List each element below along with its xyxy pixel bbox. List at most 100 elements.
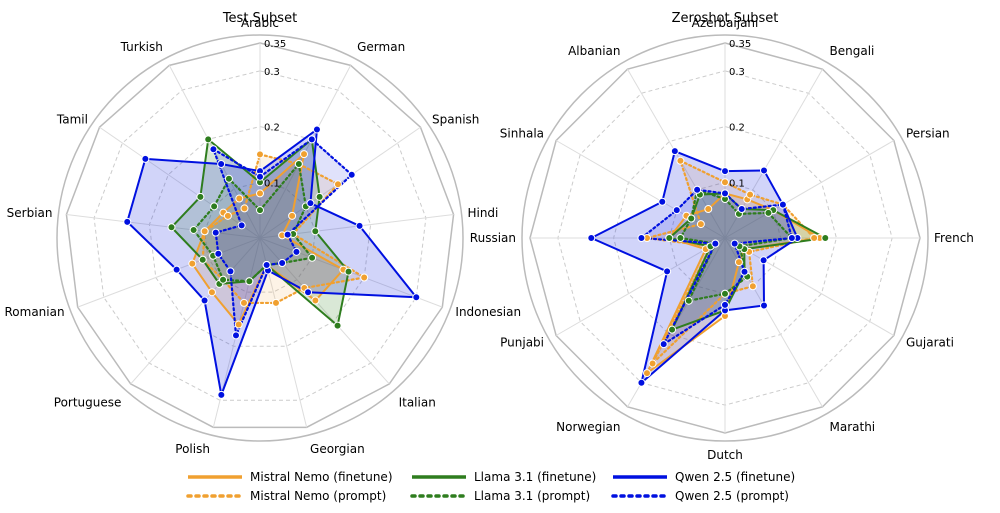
data-point-qwen-2-5-prompt-hindi [283, 230, 292, 239]
data-point-llama-3-1-finetune-serbian [167, 223, 176, 232]
category-label-polish: Polish [175, 442, 210, 456]
data-point-mistral-nemo-finetune-marathi [734, 258, 743, 267]
r-tick-label: 0.35 [264, 39, 286, 50]
data-point-mistral-nemo-finetune-german [300, 150, 309, 159]
data-point-qwen-2-5-prompt-norwegian [659, 340, 668, 349]
data-point-qwen-2-5-finetune-serbian [123, 217, 132, 226]
data-point-qwen-2-5-prompt-polish [232, 331, 241, 340]
data-point-qwen-2-5-prompt-tamil [237, 221, 246, 230]
series-fill-llama-3-1-finetune [171, 139, 349, 326]
data-point-qwen-2-5-finetune-hindi [355, 221, 364, 230]
data-point-qwen-2-5-finetune-albanian [670, 147, 679, 156]
data-point-qwen-2-5-prompt-punjabi [711, 239, 720, 248]
category-label-dutch: Dutch [707, 448, 743, 462]
legend-label-mistral-nemo-prompt: Mistral Nemo (prompt) [250, 489, 386, 503]
chart-title: Test Subset [222, 11, 297, 26]
data-point-mistral-nemo-finetune-turkish [235, 194, 244, 203]
data-point-llama-3-1-prompt-indonesian [308, 253, 317, 262]
data-point-mistral-nemo-finetune-romanian [188, 259, 197, 268]
category-label-norwegian: Norwegian [556, 420, 620, 434]
data-point-llama-3-1-finetune-indonesian [344, 267, 353, 276]
data-point-qwen-2-5-prompt-russian [637, 234, 646, 242]
data-point-qwen-2-5-prompt-bengali [737, 205, 746, 214]
data-point-mistral-nemo-prompt-indonesian [360, 273, 369, 282]
category-label-spanish: Spanish [432, 112, 479, 126]
series-fill-llama-3-1-finetune [669, 193, 826, 330]
data-point-qwen-2-5-prompt-albanian [693, 185, 702, 194]
data-point-llama-3-1-prompt-norwegian [684, 296, 693, 305]
data-point-qwen-2-5-finetune-turkish [217, 160, 226, 169]
category-label-georgian: Georgian [310, 442, 365, 456]
data-point-llama-3-1-finetune-spanish [315, 192, 324, 201]
category-label-gujarati: Gujarati [906, 336, 954, 350]
data-point-mistral-nemo-prompt-bengali [746, 190, 755, 199]
spoke [99, 126, 261, 239]
data-point-mistral-nemo-prompt-sinhala [696, 220, 705, 229]
data-point-qwen-2-5-prompt-italian [278, 259, 287, 268]
data-point-llama-3-1-finetune-hindi [311, 227, 320, 236]
data-point-mistral-nemo-prompt-arabic [256, 150, 264, 159]
data-point-qwen-2-5-prompt-french [787, 234, 796, 242]
data-point-llama-3-1-prompt-portuguese [219, 275, 228, 284]
data-point-qwen-2-5-prompt-indonesian [292, 247, 301, 256]
data-point-qwen-2-5-prompt-german [307, 135, 316, 144]
series-line-llama-3-1-prompt [192, 162, 314, 283]
category-label-french: French [934, 231, 974, 245]
data-point-mistral-nemo-prompt-georgian [271, 298, 280, 307]
data-point-mistral-nemo-finetune-italian [311, 296, 320, 305]
data-point-llama-3-1-finetune-romanian [198, 255, 207, 264]
spoke [66, 213, 261, 239]
data-point-mistral-nemo-prompt-turkish [240, 204, 249, 213]
legend: Mistral Nemo (finetune) Mistral Nemo (pro… [186, 470, 795, 503]
data-point-qwen-2-5-prompt-azerbaijani [721, 189, 729, 198]
data-point-llama-3-1-prompt-persian [764, 208, 773, 217]
data-point-qwen-2-5-finetune-polish [217, 390, 226, 399]
radar-chart-test-subset: Test Subset 0.1 0.2 0.3 0.35 Arabic German Span… [4, 11, 521, 456]
data-point-llama-3-1-prompt-turkish [224, 174, 233, 183]
data-point-mistral-nemo-finetune-portuguese [207, 288, 216, 297]
data-point-qwen-2-5-prompt-gujarati [730, 239, 739, 248]
category-label-albanian: Albanian [568, 44, 620, 58]
series-line-qwen-2-5-finetune [126, 128, 418, 396]
legend-label-qwen-2-5-finetune: Qwen 2.5 (finetune) [675, 470, 795, 484]
category-label-azerbaijani: Azerbaijani [692, 16, 759, 30]
r-tick-label: 0.2 [729, 123, 745, 134]
data-point-qwen-2-5-prompt-serbian [211, 228, 220, 237]
data-point-mistral-nemo-prompt-polish [240, 298, 249, 307]
grid-ring [93, 70, 427, 401]
category-label-persian: Persian [906, 127, 950, 141]
category-label-italian: Italian [399, 395, 436, 409]
category-label-hindi: Hindi [467, 206, 498, 220]
outer-circle [521, 34, 929, 442]
category-label-indonesian: Indonesian [455, 305, 521, 319]
data-point-qwen-2-5-finetune-marathi [760, 301, 768, 310]
data-point-mistral-nemo-prompt-norwegian [648, 359, 657, 368]
data-point-mistral-nemo-finetune-spanish [288, 211, 297, 220]
category-label-tamil: Tamil [56, 112, 88, 126]
category-label-russian: Russian [470, 231, 516, 245]
data-point-qwen-2-5-finetune-norwegian [637, 378, 646, 387]
r-tick-label: 0.3 [264, 67, 280, 78]
series-line-mistral-nemo-prompt [201, 153, 366, 305]
data-point-llama-3-1-finetune-french [821, 234, 830, 242]
data-point-qwen-2-5-finetune-portuguese [200, 296, 209, 305]
series-fill-llama-3-1-prompt [193, 164, 313, 282]
r-tick-label: 0.2 [264, 123, 280, 134]
category-label-german: German [357, 40, 405, 54]
outer-circle [56, 34, 464, 442]
data-point-qwen-2-5-prompt-portuguese [226, 267, 235, 276]
data-point-qwen-2-5-finetune-german [312, 125, 321, 134]
spoke [724, 140, 895, 239]
legend-label-llama-3-1-prompt: Llama 3.1 (prompt) [474, 489, 590, 503]
data-point-qwen-2-5-prompt-sinhala [672, 206, 681, 215]
spoke [555, 140, 726, 239]
data-point-llama-3-1-prompt-tamil [210, 202, 219, 211]
data-point-qwen-2-5-finetune-bengali [760, 166, 768, 175]
legend-label-llama-3-1-finetune: Llama 3.1 (finetune) [474, 470, 596, 484]
data-point-qwen-2-5-prompt-marathi [740, 267, 749, 276]
data-point-qwen-2-5-finetune-indonesian [412, 293, 421, 302]
data-point-mistral-nemo-finetune-albanian [704, 205, 713, 214]
data-point-llama-3-1-prompt-german [294, 160, 303, 169]
data-point-qwen-2-5-prompt-arabic [256, 172, 264, 181]
data-point-qwen-2-5-prompt-romanian [214, 249, 223, 258]
